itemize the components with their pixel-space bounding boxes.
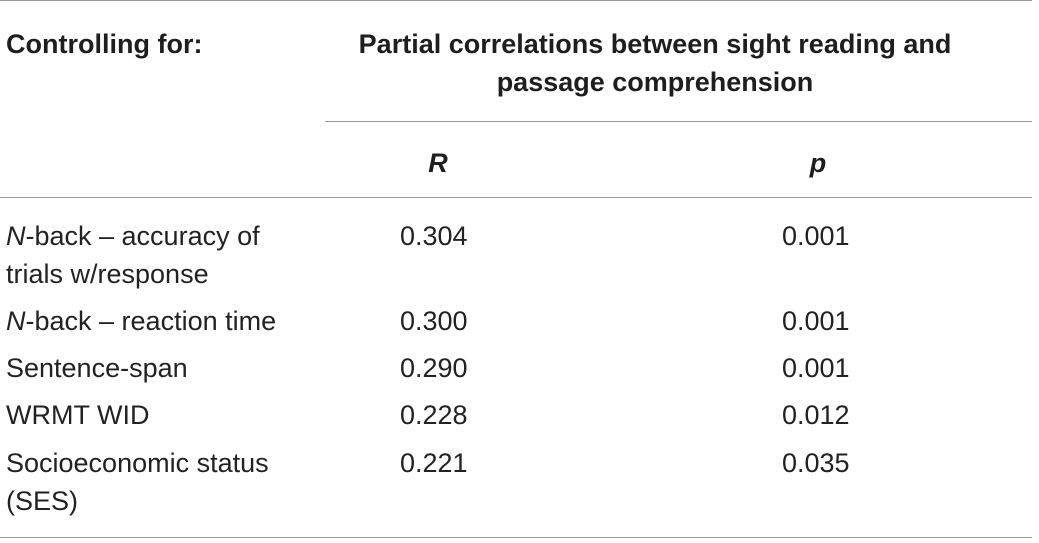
row-label-text: -back – accuracy of (25, 221, 260, 251)
column-p-header: p (809, 148, 827, 178)
row-r-value: 0.300 (400, 306, 468, 336)
group-header-rule (325, 121, 1032, 122)
row-label: Sentence-span (6, 349, 188, 387)
header-bottom-rule (0, 197, 1032, 198)
top-rule (0, 0, 1032, 1)
row-p-value: 0.001 (782, 221, 850, 251)
group-title-line1: Partial correlations between sight readi… (358, 29, 952, 59)
row-label-text: -back – reaction time (25, 306, 277, 336)
row-p-value: 0.001 (782, 306, 850, 336)
row-label: WRMT WID (6, 396, 149, 434)
row-label-line2: trials w/response (6, 259, 209, 289)
row-p-value: 0.001 (782, 353, 850, 383)
row-label: N-back – reaction time (6, 302, 276, 340)
row-label-text: WRMT WID (6, 400, 150, 430)
row-label-text: Sentence-span (6, 353, 188, 383)
group-title-line2: passage comprehension (496, 67, 814, 97)
row-r-value: 0.290 (400, 353, 468, 383)
row-r-value: 0.221 (400, 448, 468, 478)
controlling-for-header: Controlling for: (6, 29, 203, 59)
row-label-italic: N (6, 306, 26, 336)
row-label: N-back – accuracy of (6, 217, 260, 255)
row-p-value: 0.035 (782, 448, 850, 478)
column-r-header: R (428, 148, 448, 178)
row-p-value: 0.012 (782, 400, 850, 430)
row-r-value: 0.304 (400, 221, 468, 251)
row-label-line2: (SES) (6, 486, 79, 516)
row-label: Socioeconomic status (6, 444, 269, 482)
row-r-value: 0.228 (400, 400, 468, 430)
row-label-text: Socioeconomic status (6, 448, 269, 478)
row-label-italic: N (6, 221, 26, 251)
bottom-rule (0, 537, 1032, 538)
